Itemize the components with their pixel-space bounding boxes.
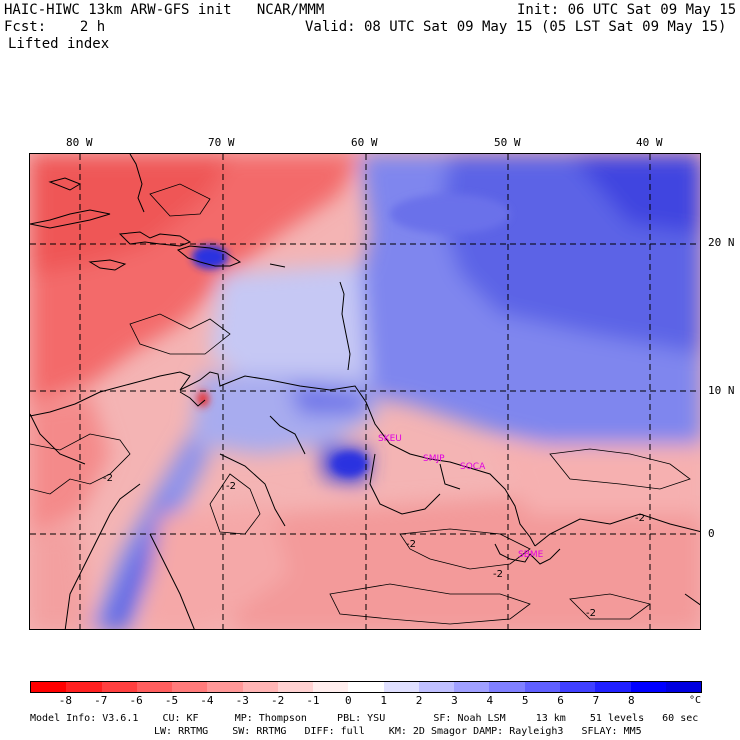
contour-label: -2 <box>586 608 596 619</box>
colorbar-tick-label: 6 <box>557 694 564 707</box>
contour-label: -2 <box>103 473 113 484</box>
colorbar-tick-label: -4 <box>200 694 214 707</box>
valid-time: Valid: 08 UTC Sat 09 May 15 (05 LST Sat … <box>305 19 727 35</box>
colorbar-cell <box>277 682 314 692</box>
colorbar-cell <box>207 682 243 692</box>
init-time: Init: 06 UTC Sat 09 May 15 <box>517 2 737 18</box>
colorbar-cell <box>559 682 596 692</box>
lifted-index-map: -2 -2 -2 -2 -2 -2 SKEU SMJP SOCA SBME <box>29 153 701 630</box>
colorbar-cell <box>172 682 208 692</box>
region-label-smjp: SMJP <box>423 454 445 464</box>
colorbar-tick-label: 4 <box>486 694 494 707</box>
colorbar-tick-label: 7 <box>592 694 600 707</box>
colorbar-tick-label: -8 <box>58 694 72 707</box>
colorbar-cell <box>101 682 137 692</box>
forecast-hour: Fcst: 2 h <box>4 19 106 35</box>
colorbar-tick-label: 5 <box>521 694 529 707</box>
lon-label-50w: 50 W <box>494 136 521 149</box>
model-info-line2: LW: RRTMG SW: RRTMG DIFF: full KM: 2D Sm… <box>154 726 642 737</box>
colorbar-unit: °C <box>689 695 702 706</box>
colorbar-tick-label: -2 <box>270 694 285 707</box>
model-info-line1: Model Info: V3.6.1 CU: KF MP: Thompson P… <box>30 713 699 724</box>
colorbar-cell <box>31 682 67 692</box>
colorbar-cell <box>665 682 702 692</box>
colorbar-tick-label: -6 <box>129 694 143 707</box>
graticule <box>30 154 700 629</box>
colorbar-tick-label: -3 <box>235 694 249 707</box>
field-name: Lifted index <box>8 36 110 52</box>
colorbar-cell <box>489 682 525 692</box>
contour-labels: -2 -2 -2 -2 -2 -2 <box>103 473 645 619</box>
colorbar-cell <box>595 682 631 692</box>
colorbar-cell <box>524 682 560 692</box>
colorbar-cell <box>383 682 419 692</box>
coastlines <box>30 154 700 629</box>
colorbar-tick-label: 0 <box>345 694 352 707</box>
lon-label-40w: 40 W <box>636 136 663 149</box>
colorbar-cell <box>454 682 490 692</box>
map-title: HAIC-HIWC 13km ARW-GFS init NCAR/MMM <box>4 2 325 18</box>
contours <box>30 183 691 625</box>
region-label-sbme: SBME <box>518 550 544 560</box>
contour-label: -2 <box>493 569 503 580</box>
lon-label-70w: 70 W <box>208 136 235 149</box>
colorbar-cell <box>313 682 349 692</box>
lat-label-20n: 20 N <box>708 236 735 249</box>
colorbar-tick-label: 1 <box>380 694 387 707</box>
colorbar-cell <box>348 682 384 692</box>
contour-label: -2 <box>226 481 236 492</box>
lat-label-0: 0 <box>708 527 715 540</box>
contour-label: -2 <box>406 539 416 550</box>
contour-label: -2 <box>635 513 645 524</box>
lat-label-10n: 10 N <box>708 384 735 397</box>
map-canvas: -2 -2 -2 -2 -2 -2 <box>30 154 700 629</box>
colorbar-tick-label: -7 <box>94 694 108 707</box>
field-detail <box>192 194 510 476</box>
colorbar-tick-label: -1 <box>306 694 320 707</box>
colorbar-tick-label: 2 <box>415 694 423 707</box>
region-label-skeu: SKEU <box>378 434 402 444</box>
colorbar-cell <box>630 682 666 692</box>
colorbar-cell <box>66 682 102 692</box>
colorbar <box>30 681 702 693</box>
colorbar-cell <box>418 682 455 692</box>
lon-label-80w: 80 W <box>66 136 93 149</box>
colorbar-tick-label: -5 <box>164 694 179 707</box>
colorbar-cell <box>136 682 173 692</box>
lon-label-60w: 60 W <box>351 136 378 149</box>
colorbar-cell <box>242 682 278 692</box>
colorbar-tick-label: 3 <box>451 694 458 707</box>
region-label-soca: SOCA <box>460 462 486 472</box>
colorbar-tick-label: 8 <box>627 694 635 707</box>
